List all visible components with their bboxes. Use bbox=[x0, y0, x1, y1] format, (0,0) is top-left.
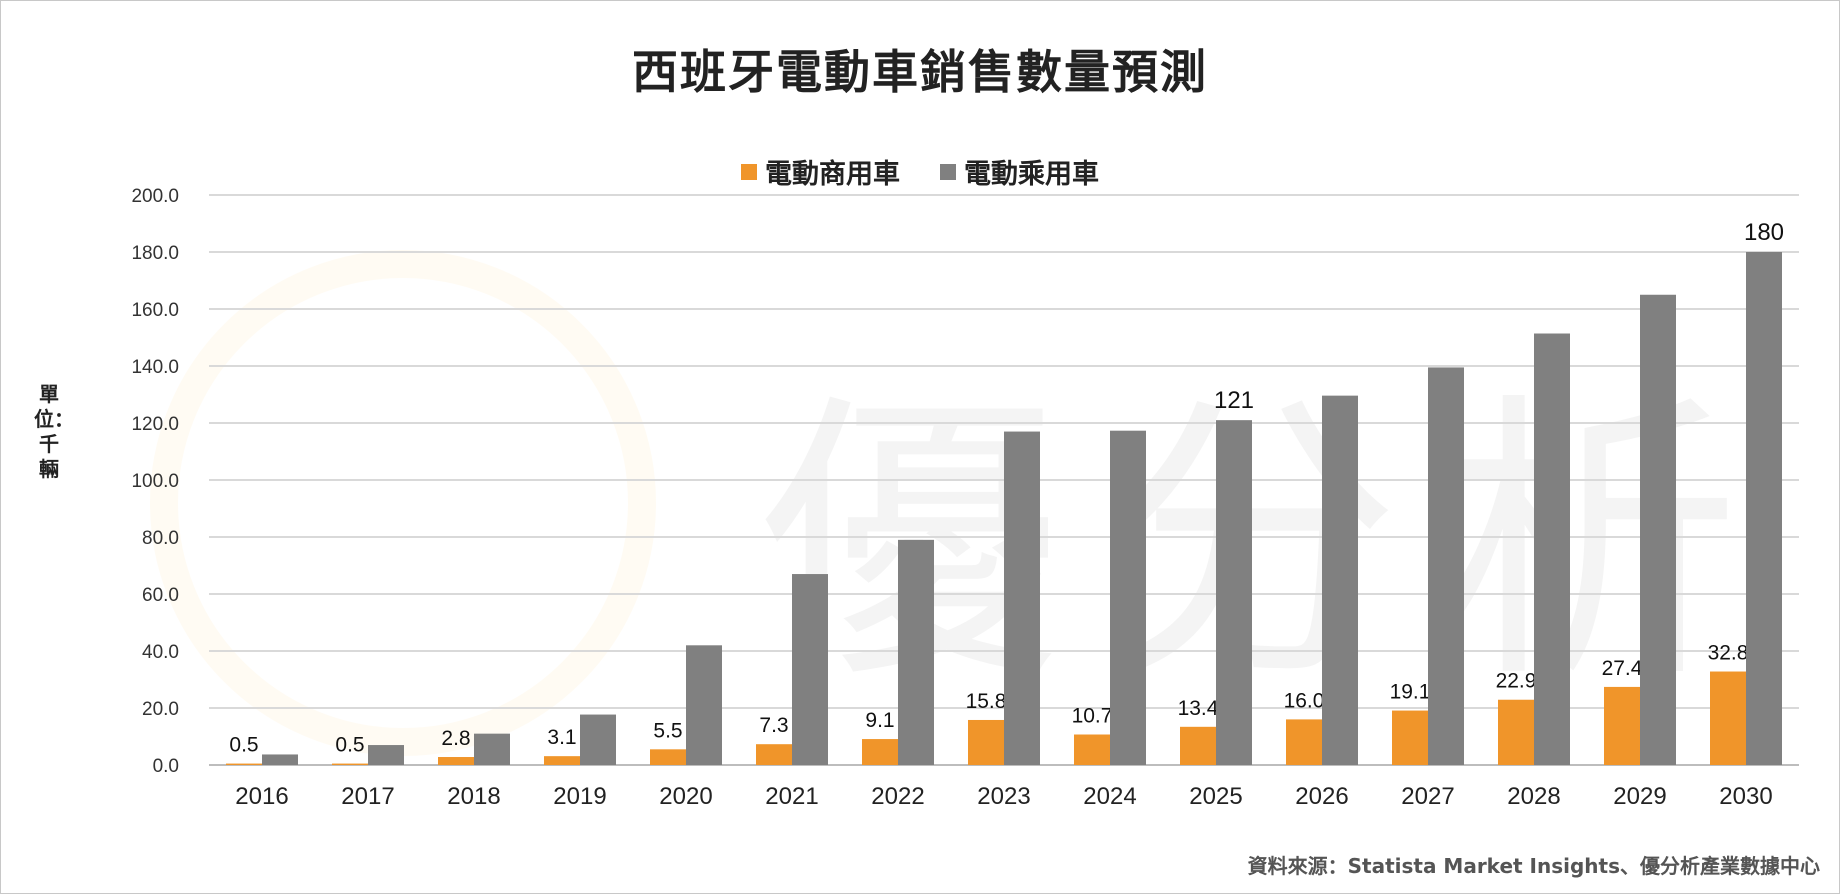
bar-commercial bbox=[1074, 734, 1110, 765]
data-label: 27.4 bbox=[1602, 657, 1643, 680]
bar-passenger bbox=[1428, 367, 1464, 765]
x-tick-label: 2019 bbox=[553, 783, 606, 810]
bar-commercial bbox=[1710, 671, 1746, 765]
bar-passenger bbox=[1746, 252, 1782, 765]
bar-commercial bbox=[438, 757, 474, 765]
y-tick-label: 80.0 bbox=[142, 528, 179, 549]
y-tick-label: 20.0 bbox=[142, 699, 179, 720]
x-tick-label: 2028 bbox=[1507, 783, 1560, 810]
x-tick-label: 2026 bbox=[1295, 783, 1348, 810]
x-tick-label: 2022 bbox=[871, 783, 924, 810]
legend-swatch-commercial bbox=[741, 163, 757, 180]
data-label: 7.3 bbox=[759, 714, 788, 737]
bar-commercial bbox=[332, 763, 368, 765]
legend-label-passenger: 電動乘用車 bbox=[964, 159, 1099, 190]
data-label: 121 bbox=[1214, 387, 1254, 414]
legend-item-passenger: 電動乘用車 bbox=[940, 152, 1099, 191]
bar-passenger bbox=[1322, 395, 1358, 765]
x-tick-label: 2024 bbox=[1083, 783, 1136, 810]
bar-passenger bbox=[1216, 420, 1252, 765]
x-tick-label: 2020 bbox=[659, 783, 712, 810]
x-tick-label: 2029 bbox=[1613, 783, 1666, 810]
data-label: 3.1 bbox=[547, 726, 576, 749]
bar-passenger bbox=[1004, 431, 1040, 765]
data-label: 22.9 bbox=[1496, 670, 1537, 693]
data-label: 16.0 bbox=[1284, 689, 1325, 712]
x-tick-label: 2021 bbox=[765, 783, 818, 810]
x-tick-label: 2030 bbox=[1719, 783, 1772, 810]
data-label: 19.1 bbox=[1390, 681, 1431, 704]
bar-commercial bbox=[862, 739, 898, 765]
bar-commercial bbox=[1604, 686, 1640, 765]
bar-commercial bbox=[1498, 699, 1534, 765]
bar-commercial bbox=[1286, 719, 1322, 765]
legend: 電動商用車 電動乘用車 bbox=[0, 152, 1840, 191]
data-label: 13.4 bbox=[1178, 697, 1219, 720]
x-tick-label: 2016 bbox=[235, 783, 288, 810]
x-tick-label: 2018 bbox=[447, 783, 500, 810]
y-tick-label: 100.0 bbox=[131, 471, 179, 492]
bar-passenger bbox=[262, 754, 298, 765]
y-tick-label: 0.0 bbox=[153, 756, 179, 777]
legend-label-commercial: 電動商用車 bbox=[765, 159, 900, 190]
source-note: 資料來源：Statista Market Insights、優分析產業數據中心 bbox=[1247, 854, 1820, 878]
bar-passenger bbox=[686, 645, 722, 765]
y-tick-label: 60.0 bbox=[142, 585, 179, 606]
bar-commercial bbox=[756, 744, 792, 765]
data-label: 180 bbox=[1744, 219, 1784, 246]
y-tick-label: 120.0 bbox=[131, 414, 179, 435]
bar-passenger bbox=[368, 745, 404, 765]
legend-item-commercial: 電動商用車 bbox=[741, 152, 900, 191]
x-tick-label: 2025 bbox=[1189, 783, 1242, 810]
data-label: 10.7 bbox=[1072, 705, 1113, 728]
y-tick-label: 200.0 bbox=[131, 186, 179, 207]
bar-passenger bbox=[474, 733, 510, 765]
bar-commercial bbox=[1180, 726, 1216, 765]
bar-passenger bbox=[580, 714, 616, 765]
bar-commercial bbox=[650, 749, 686, 765]
data-label: 15.8 bbox=[966, 690, 1007, 713]
chart-title: 西班牙電動車銷售數量預測 bbox=[632, 45, 1208, 99]
y-tick-label: 160.0 bbox=[131, 300, 179, 321]
data-label: 0.5 bbox=[229, 734, 258, 757]
data-label: 32.8 bbox=[1708, 642, 1749, 665]
bar-passenger bbox=[1640, 294, 1676, 765]
legend-swatch-passenger bbox=[940, 163, 956, 180]
data-label: 9.1 bbox=[865, 709, 894, 732]
data-label: 5.5 bbox=[653, 719, 682, 742]
x-tick-label: 2023 bbox=[977, 783, 1030, 810]
bar-commercial bbox=[544, 756, 580, 765]
y-tick-label: 180.0 bbox=[131, 243, 179, 264]
bar-passenger bbox=[1110, 430, 1146, 765]
bar-commercial bbox=[226, 763, 262, 765]
x-tick-label: 2017 bbox=[341, 783, 394, 810]
y-tick-label: 140.0 bbox=[131, 357, 179, 378]
bar-passenger bbox=[1534, 333, 1570, 765]
x-tick-label: 2027 bbox=[1401, 783, 1454, 810]
bar-commercial bbox=[1392, 710, 1428, 765]
bar-passenger bbox=[792, 574, 828, 765]
bar-commercial bbox=[968, 719, 1004, 765]
data-label: 0.5 bbox=[335, 734, 364, 757]
data-label: 2.8 bbox=[441, 727, 470, 750]
bar-passenger bbox=[898, 539, 934, 765]
y-tick-label: 40.0 bbox=[142, 642, 179, 663]
